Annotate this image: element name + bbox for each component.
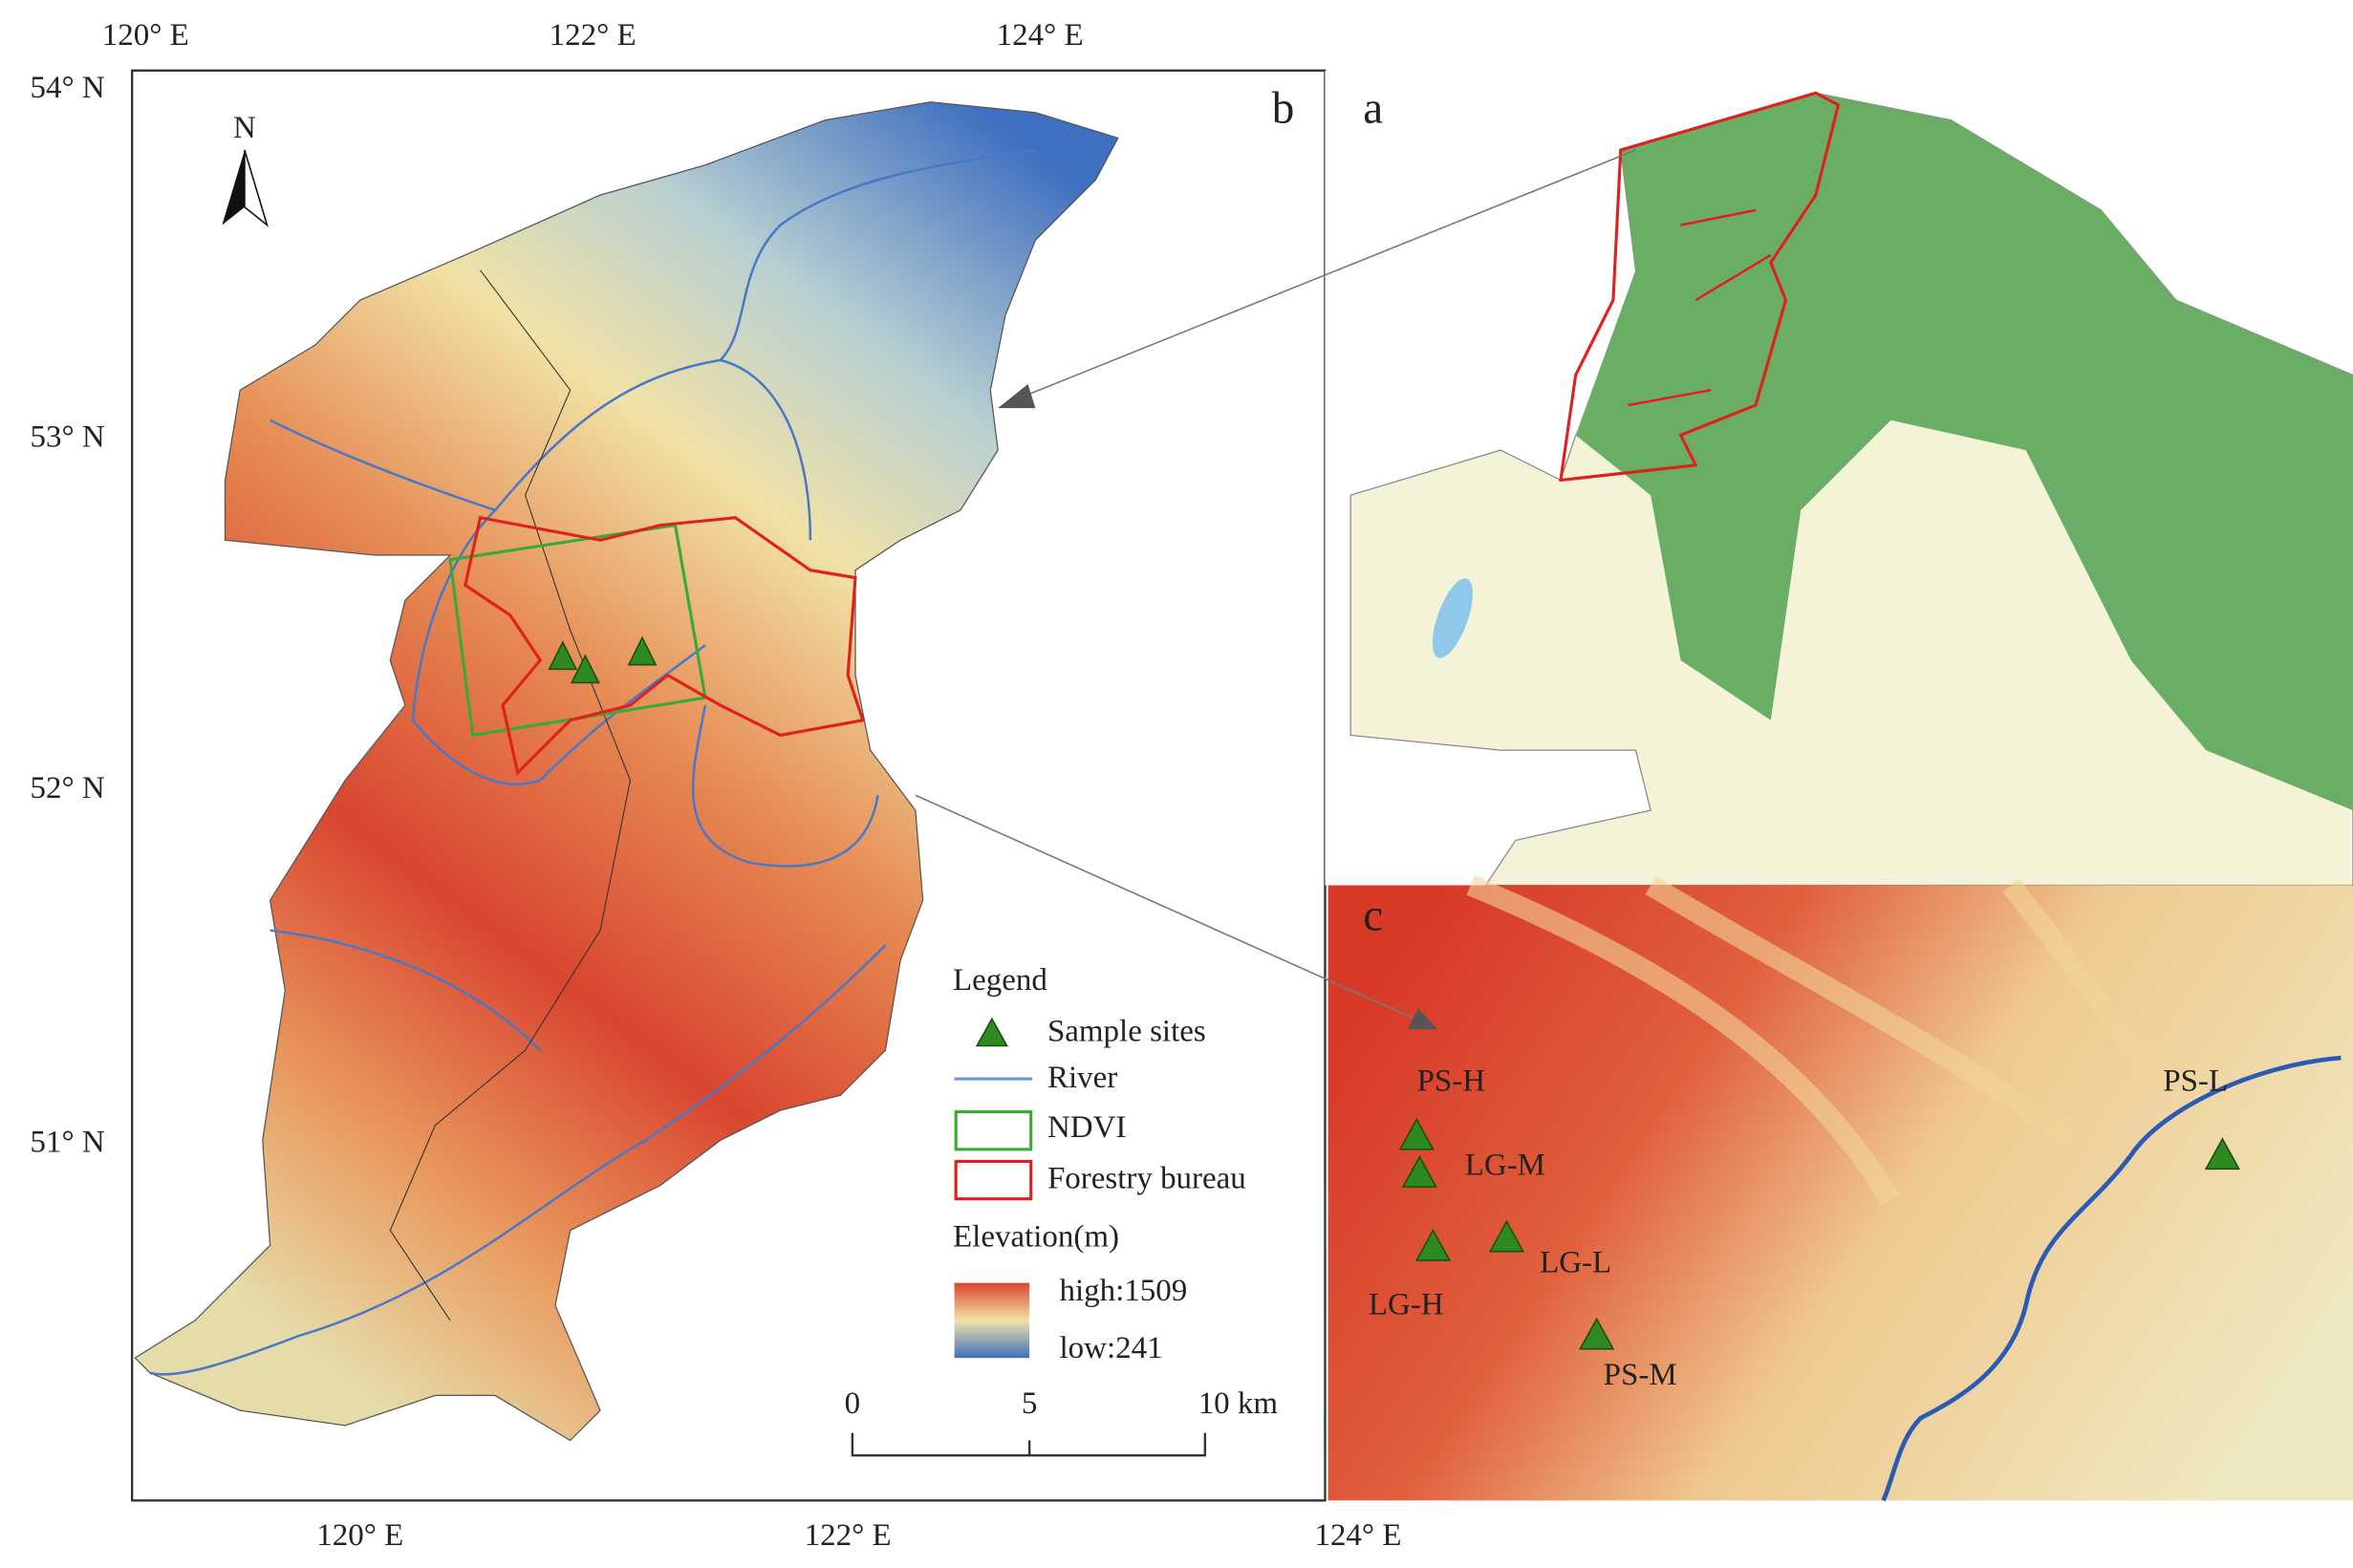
scale-bar [851, 1432, 1207, 1457]
lon-label: 124° E [997, 18, 1084, 53]
forestry-bureau-a [1628, 208, 1772, 407]
lon-label: 122° E [550, 18, 637, 53]
lake [1432, 578, 1473, 658]
legend-title: Legend [953, 963, 1047, 998]
legend-swatch [975, 1017, 1008, 1047]
legend-item: River [1047, 1061, 1117, 1095]
boundary [389, 269, 632, 1321]
forestry-bureau-a [1559, 91, 1841, 483]
forestry-bureau [463, 515, 865, 776]
scale-label: 0 [845, 1386, 860, 1421]
lon-label: 120° E [316, 1518, 403, 1553]
legend-item: NDVI [1047, 1110, 1126, 1145]
lat-label: 53° N [31, 420, 105, 455]
forest [1575, 93, 2353, 810]
north-arrow [222, 149, 269, 227]
connector [1020, 149, 1636, 398]
legend-subtitle: Elevation(m) [953, 1220, 1119, 1255]
lon-label: 124° E [1314, 1518, 1401, 1553]
site-label: LG-H [1369, 1287, 1444, 1321]
site-label: PS-L [2163, 1063, 2228, 1098]
lat-label: 51° N [31, 1126, 105, 1160]
site-label: PS-H [1417, 1063, 1485, 1098]
site-label: LG-M [1465, 1148, 1545, 1182]
legend-item: low:241 [1060, 1331, 1163, 1365]
panel-label: c [1363, 891, 1383, 940]
site-label: PS-M [1604, 1358, 1677, 1392]
legend-swatch [954, 1159, 1033, 1201]
legend-item: Forestry bureau [1047, 1161, 1246, 1195]
legend-item: high:1509 [1060, 1274, 1188, 1308]
arrowhead [998, 384, 1036, 409]
elevation-ramp [954, 1282, 1030, 1359]
legend-swatch [954, 1110, 1033, 1151]
panel-label: a [1363, 84, 1383, 134]
river-c [1881, 1055, 2342, 1502]
north-label: N [233, 111, 256, 145]
panel-label: b [1272, 84, 1295, 134]
lat-label: 52° N [31, 771, 105, 805]
lat-label: 54° N [31, 71, 105, 105]
site-label: LG-L [1540, 1245, 1611, 1279]
valleys [1466, 875, 2169, 1206]
arrowhead [1407, 1008, 1438, 1030]
scale-label: 5 [1022, 1386, 1037, 1421]
lon-label: 120° E [102, 18, 189, 53]
connector [915, 794, 1419, 1021]
panel-c [1328, 885, 2353, 1501]
scale-label: 10 km [1198, 1386, 1279, 1421]
rivers [149, 148, 1036, 1376]
sample-sites-b [548, 635, 658, 684]
legend-item: Sample sites [1047, 1015, 1206, 1049]
lon-label: 122° E [805, 1518, 892, 1553]
sample-sites-c [1398, 1117, 2240, 1350]
